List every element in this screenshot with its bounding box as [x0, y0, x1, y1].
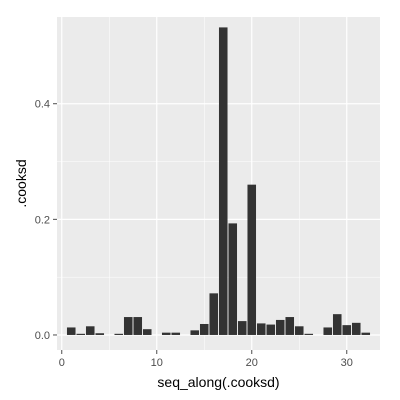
bar — [237, 321, 247, 335]
bar — [332, 314, 342, 335]
bar — [275, 319, 285, 335]
x-axis-title: seq_along(.cooksd) — [157, 374, 279, 390]
bar — [161, 332, 171, 335]
bar — [285, 317, 295, 335]
x-tick-label: 20 — [246, 357, 258, 369]
bar — [133, 317, 143, 335]
y-axis: 0.0 0.2 0.4 — [35, 99, 57, 342]
bar — [228, 223, 238, 335]
bar — [123, 317, 133, 335]
bar — [76, 333, 86, 335]
bar — [66, 327, 76, 335]
y-tick-label: 0.0 — [35, 330, 50, 342]
bar — [266, 324, 276, 335]
bar — [256, 323, 266, 335]
y-axis-title: .cooksd — [13, 159, 29, 207]
bar — [190, 330, 200, 335]
bar — [247, 184, 257, 335]
bar — [361, 332, 371, 335]
bar — [171, 332, 181, 335]
bar — [218, 27, 228, 335]
plot-panel — [57, 17, 380, 350]
x-tick-label: 0 — [59, 357, 65, 369]
bar — [142, 329, 152, 335]
x-tick-label: 30 — [341, 357, 353, 369]
y-tick-label: 0.2 — [35, 214, 50, 226]
bar — [199, 323, 209, 335]
bar — [351, 322, 361, 335]
bar — [323, 327, 333, 335]
bar — [342, 325, 352, 335]
bars — [66, 27, 371, 335]
x-axis: 0 10 20 30 — [59, 350, 353, 369]
bar — [85, 326, 95, 335]
bar — [209, 293, 219, 335]
bar — [95, 333, 105, 335]
x-tick-label: 10 — [151, 357, 163, 369]
bar — [294, 326, 304, 335]
bar — [304, 333, 314, 335]
bar — [114, 333, 124, 335]
y-tick-label: 0.4 — [35, 99, 50, 111]
